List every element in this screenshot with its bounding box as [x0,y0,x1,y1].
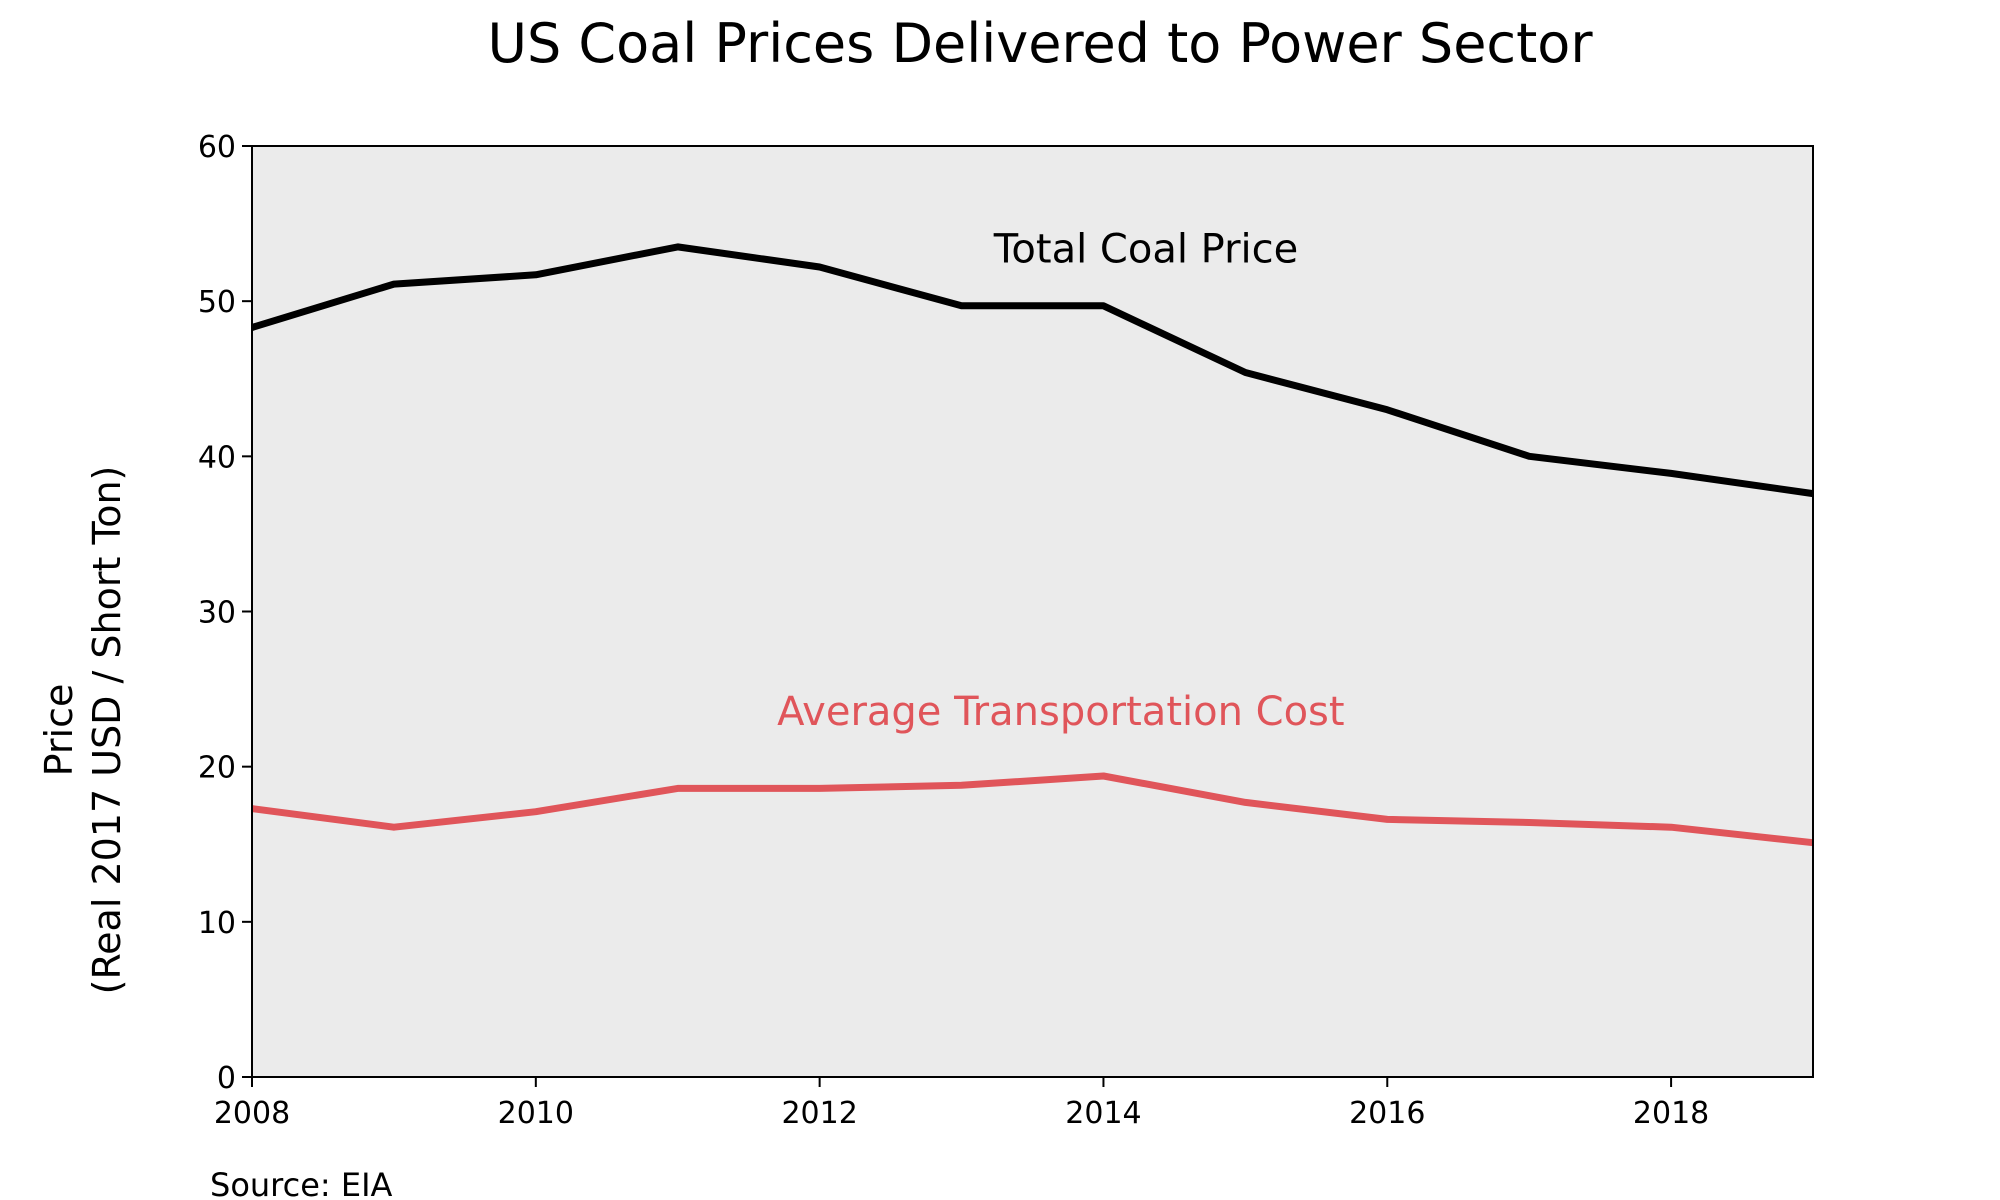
series-line-average-transportation-cost [251,772,1814,847]
y-tick-label: 20 [198,751,236,786]
y-tick-label: 30 [198,596,236,631]
series-annotation-total-coal-price: Total Coal Price [993,226,1298,272]
x-tick-label: 2018 [1633,1096,1709,1131]
y-axis-label-line2: (Real 2017 USD / Short Ton) [85,466,129,995]
x-tick-label: 2010 [498,1096,574,1131]
y-tick-label: 40 [198,440,236,475]
chart-title: US Coal Prices Delivered to Power Sector [487,12,1593,75]
y-axis-label: Price (Real 2017 USD / Short Ton) [37,466,129,995]
plot-background [252,146,1813,1077]
y-tick-label: 0 [217,1061,236,1096]
y-axis-label-line1: Price [37,684,81,777]
y-tick-label: 50 [198,285,236,320]
series-annotation-average-transportation-cost: Average Transportation Cost [777,689,1344,735]
series-line-total-coal-price [250,243,1814,498]
x-tick-label: 2008 [214,1096,290,1131]
x-tick-label: 2016 [1349,1096,1425,1131]
plot-area: 0 10 20 30 40 50 60 2008 2010 2012 2014 2016 2018 Tot… [198,130,1814,1131]
y-tick-label: 60 [198,130,236,165]
x-tick-label: 2012 [781,1096,857,1131]
source-note: Source: EIA [210,1166,393,1200]
y-tick-label: 10 [198,906,236,941]
x-tick-label: 2014 [1065,1096,1141,1131]
